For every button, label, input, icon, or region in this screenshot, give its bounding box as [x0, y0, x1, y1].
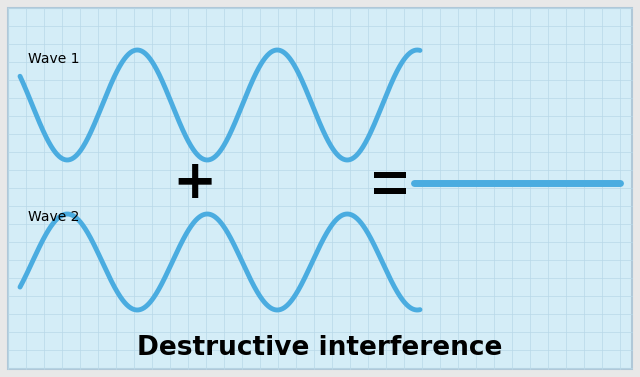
- Bar: [374, 172, 406, 178]
- Text: +: +: [173, 157, 217, 209]
- Bar: [374, 188, 406, 194]
- Text: Destructive interference: Destructive interference: [138, 335, 502, 361]
- Text: Wave 1: Wave 1: [28, 52, 79, 66]
- Text: Wave 2: Wave 2: [28, 210, 79, 224]
